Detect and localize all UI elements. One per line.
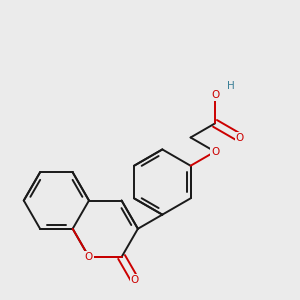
Text: O: O	[236, 133, 244, 142]
Text: O: O	[85, 252, 93, 262]
Text: H: H	[227, 81, 235, 91]
Text: O: O	[211, 90, 219, 100]
Text: O: O	[131, 275, 139, 285]
Text: O: O	[211, 147, 219, 157]
